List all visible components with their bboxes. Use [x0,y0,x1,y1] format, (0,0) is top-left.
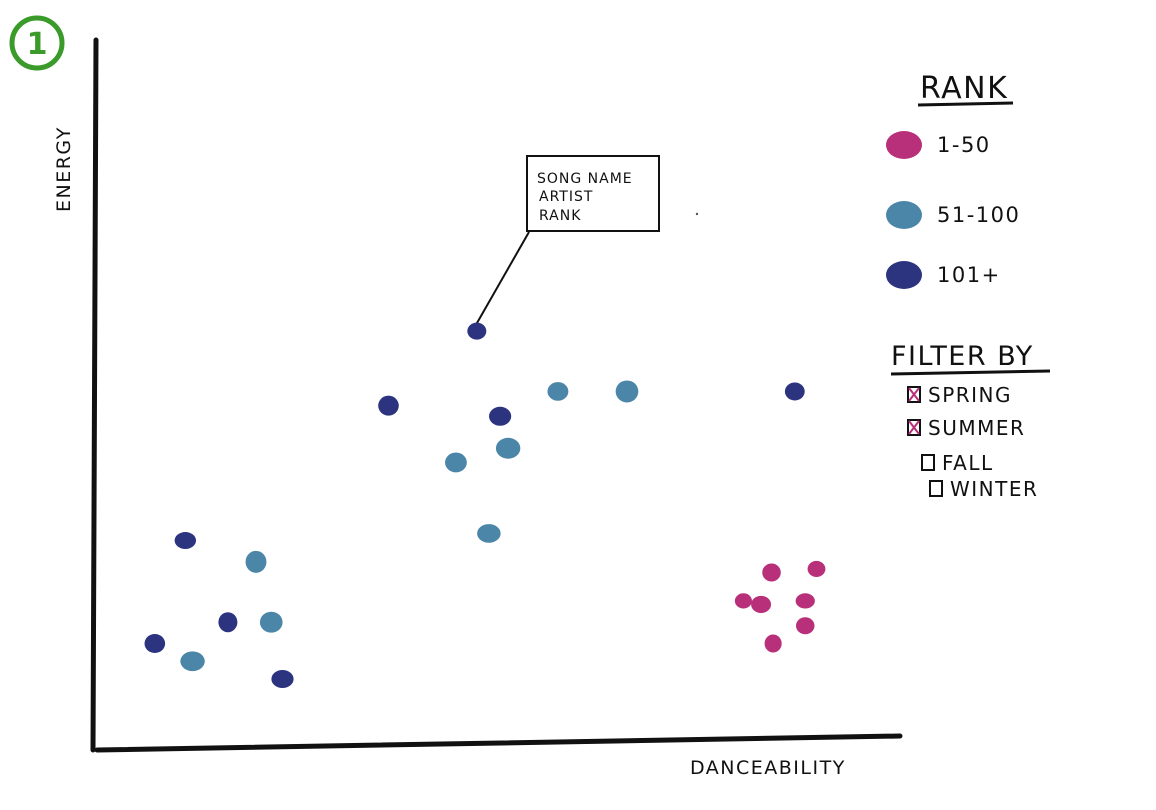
data-point-series-3-2[interactable] [378,395,399,416]
filter-label-spring: SPRING [928,383,1012,407]
filter-checkmark-summer [908,420,920,435]
tooltip-box [526,155,660,232]
data-point-series-3-8[interactable] [271,670,294,688]
legend-swatch-3 [886,261,922,289]
data-point-series-3-7[interactable] [144,634,166,653]
data-point-series-1-7[interactable] [795,617,815,635]
data-point-series-1-1[interactable] [734,593,752,609]
tooltip-line-2: ARTIST [539,189,593,205]
filter-option-fall[interactable]: FALL [921,451,994,475]
filter-title-underline [890,369,1051,376]
filter-option-spring[interactable]: SPRING [907,383,1012,407]
filter-checkbox-winter[interactable] [929,480,943,497]
data-point-series-3-5[interactable] [174,532,197,550]
legend-label-1: 1-50 [937,133,991,157]
data-point-series-2-7[interactable] [259,611,283,633]
filter-label-fall: FALL [942,451,994,475]
filter-checkmark-spring [908,387,920,402]
data-point-series-3-6[interactable] [218,612,238,633]
data-point-series-2-4[interactable] [445,452,467,473]
x-axis [94,733,903,753]
tooltip-annotation: SONG NAME ARTIST RANK [472,155,660,331]
data-points [144,322,826,688]
legend-swatch-2 [886,201,922,229]
tooltip-line-3: RANK [539,208,581,224]
data-point-series-2-8[interactable] [180,651,205,672]
legend-title-underline [917,101,1014,107]
data-point-series-1-6[interactable] [764,634,782,653]
data-point-series-1-3[interactable] [751,595,772,613]
tooltip-line-1: SONG NAME [537,171,633,187]
step-badge: 1 [9,15,65,71]
filter-checkbox-spring[interactable] [907,386,921,403]
data-point-series-3-4[interactable] [784,382,805,401]
data-point-series-1-2[interactable] [762,563,781,582]
filter-label-summer: SUMMER [928,416,1025,440]
filter-checkbox-fall[interactable] [921,454,935,471]
data-point-series-2-3[interactable] [495,437,521,459]
step-number: 1 [27,27,48,62]
data-point-series-1-4[interactable] [807,560,826,578]
legend-title: RANK [920,71,1008,106]
data-point-series-2-6[interactable] [245,550,267,573]
data-point-series-2-5[interactable] [477,524,501,543]
filter-option-winter[interactable]: WINTER [929,477,1038,501]
data-point-series-1-5[interactable] [795,593,815,609]
data-point-series-2-1[interactable] [547,382,569,401]
data-point-series-2-2[interactable] [615,380,639,403]
y-axis-label: ENERGY [53,126,75,212]
filter-checkbox-summer[interactable] [907,419,921,436]
legend: RANK 1-50 51-100 101+ [886,71,1020,289]
filter-option-summer[interactable]: SUMMER [907,416,1025,440]
legend-swatch-1 [886,131,922,159]
filter-title: FILTER BY [891,341,1034,372]
data-point-series-3-3[interactable] [489,406,512,426]
data-point-series-3-1[interactable] [467,322,487,340]
filter-label-winter: WINTER [950,477,1038,501]
y-axis [90,37,99,753]
legend-label-3: 101+ [937,263,1001,287]
legend-label-2: 51-100 [937,203,1020,227]
x-axis-label: DANCEABILITY [690,757,846,779]
tooltip-leader-line [472,231,530,331]
